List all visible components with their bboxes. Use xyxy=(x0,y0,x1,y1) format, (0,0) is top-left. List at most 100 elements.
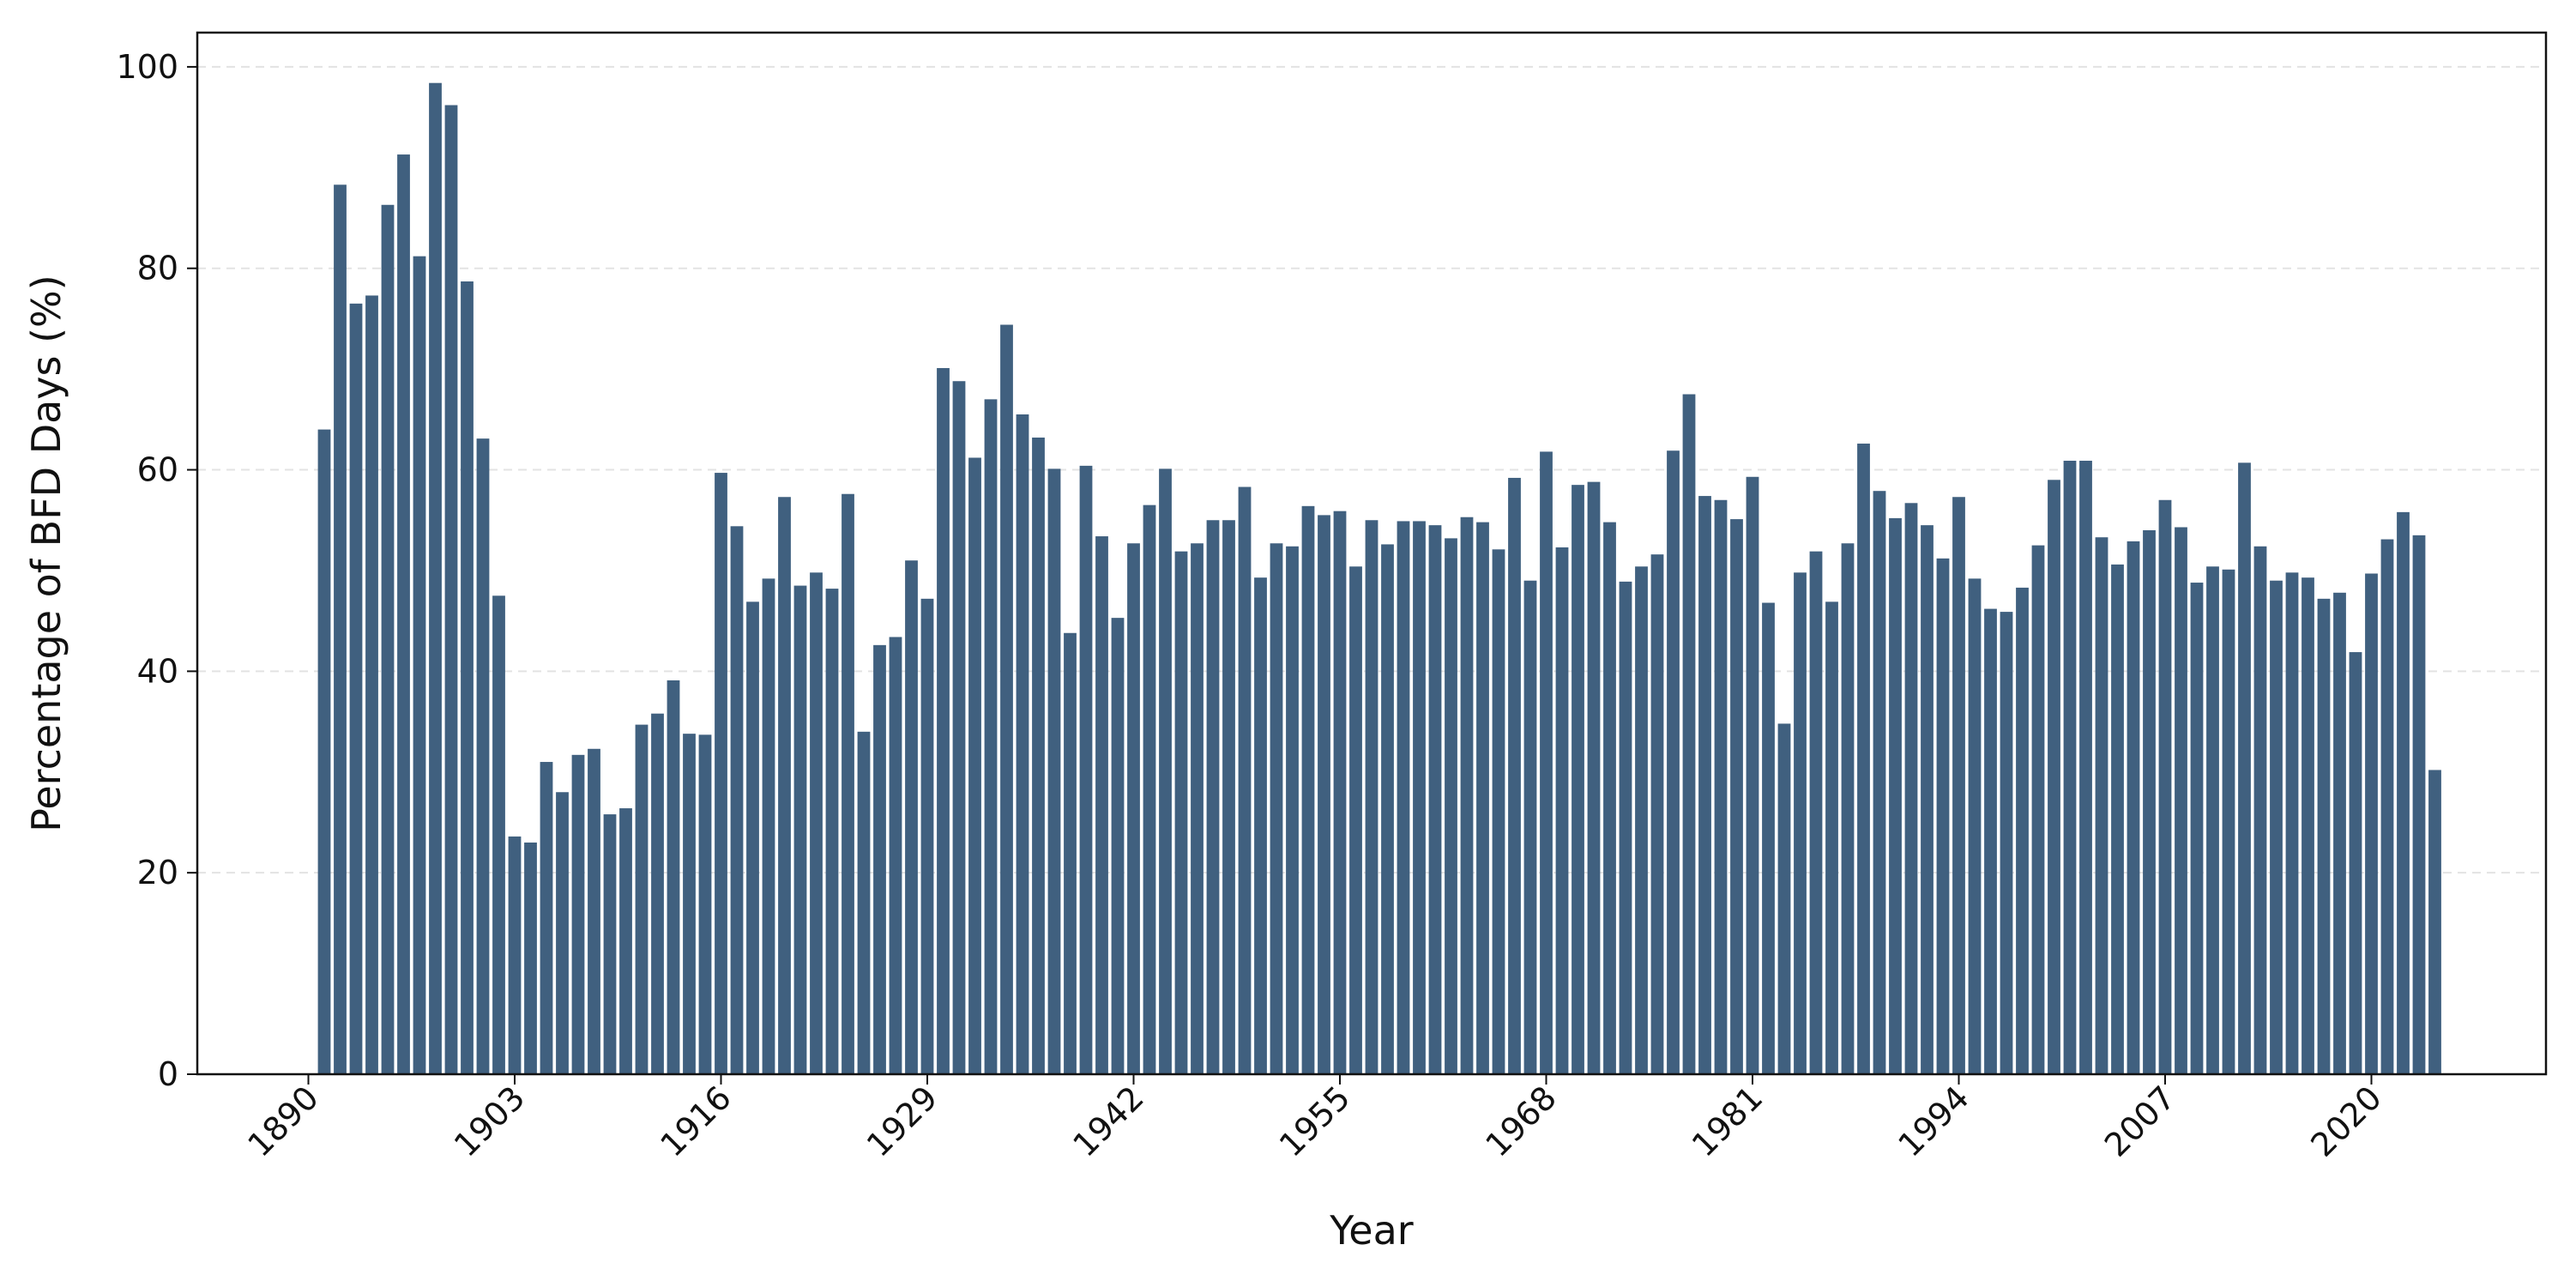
x-tick-label: 1916 xyxy=(653,1079,739,1164)
y-tick-label: 0 xyxy=(158,1055,178,1093)
bar xyxy=(413,256,426,1075)
plot-frame xyxy=(196,31,2548,1076)
bar xyxy=(889,637,902,1074)
bar xyxy=(1777,723,1791,1074)
bar xyxy=(1667,450,1680,1074)
bar xyxy=(1016,414,1029,1074)
bar xyxy=(1809,551,1823,1074)
bar xyxy=(1714,499,1728,1074)
bar xyxy=(1698,496,1711,1074)
bar xyxy=(2048,480,2060,1074)
bar xyxy=(444,105,458,1075)
bar xyxy=(508,836,522,1074)
bar xyxy=(2016,587,2029,1074)
bar xyxy=(2222,569,2235,1074)
bar xyxy=(1159,468,1172,1074)
bar xyxy=(746,601,759,1074)
bar xyxy=(1064,632,1077,1074)
bar xyxy=(1650,554,1664,1074)
bar xyxy=(2127,541,2140,1074)
bar xyxy=(715,473,727,1074)
bar xyxy=(1952,497,1965,1074)
bar xyxy=(1523,580,1537,1074)
x-tick-label: 1981 xyxy=(1685,1079,1771,1164)
x-tick-label: 1968 xyxy=(1478,1079,1564,1164)
bar xyxy=(540,762,553,1074)
bar xyxy=(1238,486,1252,1074)
bar xyxy=(1746,476,1759,1074)
bar xyxy=(1619,581,1632,1074)
bar xyxy=(492,595,505,1074)
bar xyxy=(2380,539,2394,1074)
bar xyxy=(1794,572,1807,1074)
bar xyxy=(1318,515,1330,1074)
bar xyxy=(1397,521,1410,1074)
x-tick-label: 1929 xyxy=(860,1079,945,1164)
bar xyxy=(397,154,410,1074)
bar xyxy=(1841,543,1855,1074)
bar xyxy=(556,792,569,1074)
bar xyxy=(1095,536,1108,1074)
bar xyxy=(1635,566,1648,1074)
bar xyxy=(2428,770,2441,1074)
bar xyxy=(1508,477,1521,1074)
bar xyxy=(1873,491,1886,1074)
x-tick-label: 2020 xyxy=(2303,1079,2389,1164)
bar xyxy=(873,644,886,1074)
bar xyxy=(1572,485,1584,1074)
bar xyxy=(2238,462,2251,1074)
bar xyxy=(1762,602,1775,1074)
bar xyxy=(1206,520,1220,1074)
bar xyxy=(2270,580,2283,1074)
bar xyxy=(1730,519,1743,1074)
bar xyxy=(2175,527,2187,1074)
x-axis-label: Year xyxy=(1329,1207,1413,1254)
bar xyxy=(2349,652,2362,1074)
bar xyxy=(2206,566,2219,1074)
y-tick-label: 60 xyxy=(137,451,178,489)
bar xyxy=(1032,437,1045,1074)
x-tick-label: 1942 xyxy=(1065,1079,1151,1164)
bar xyxy=(793,585,807,1074)
bar xyxy=(810,572,823,1074)
bar xyxy=(1460,517,1474,1074)
bar xyxy=(1428,525,1442,1074)
bar xyxy=(1445,538,1457,1074)
bar xyxy=(1047,468,1061,1074)
bar xyxy=(920,598,934,1074)
bar xyxy=(2063,460,2077,1074)
bar xyxy=(1000,324,1013,1075)
bar xyxy=(1111,618,1125,1074)
x-tick-label: 1994 xyxy=(1891,1079,1976,1164)
bar xyxy=(698,734,712,1074)
bar xyxy=(1904,503,1918,1074)
bar xyxy=(635,724,649,1074)
bar xyxy=(2397,511,2410,1074)
bar xyxy=(476,438,490,1074)
bar xyxy=(2365,573,2378,1074)
bar xyxy=(2302,577,2314,1074)
bar xyxy=(667,680,680,1074)
bar xyxy=(619,808,632,1074)
bar xyxy=(1984,608,1997,1074)
bar xyxy=(2000,612,2013,1074)
bar xyxy=(2158,499,2172,1074)
y-tick-label: 80 xyxy=(137,250,178,287)
bar xyxy=(2285,572,2299,1074)
bar xyxy=(381,204,395,1075)
bar xyxy=(1270,543,1283,1074)
bar xyxy=(905,560,918,1074)
bar xyxy=(683,734,696,1074)
bar xyxy=(1381,544,1394,1074)
bar xyxy=(1143,505,1156,1074)
bar xyxy=(1413,521,1426,1074)
x-tick-label: 1955 xyxy=(1272,1079,1358,1164)
bar xyxy=(2412,535,2426,1074)
bar xyxy=(603,814,617,1074)
bar xyxy=(2031,545,2045,1074)
bar xyxy=(1301,505,1315,1074)
bar xyxy=(1349,566,1362,1074)
x-tick-label: 2007 xyxy=(2097,1079,2183,1164)
